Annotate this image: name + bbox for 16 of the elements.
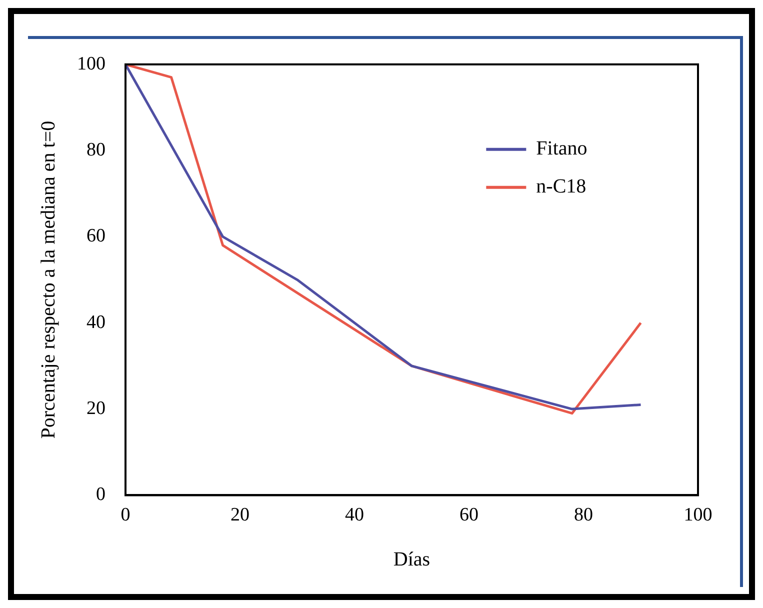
legend-label: Fitano <box>536 138 588 160</box>
y-tick-label: 0 <box>96 484 106 506</box>
x-axis-title: Días <box>393 548 430 570</box>
x-tick-label: 20 <box>230 504 250 526</box>
y-tick-label: 40 <box>86 312 106 333</box>
y-tick-label: 60 <box>86 226 106 247</box>
y-tick-label: 20 <box>86 398 106 420</box>
x-tick-label: 40 <box>345 504 364 526</box>
y-axis-title: Porcentaje respecto a la mediana en t=0 <box>37 120 60 439</box>
x-tick-label: 100 <box>684 504 712 526</box>
y-tick-label: 100 <box>77 53 106 74</box>
x-tick-label: 0 <box>120 504 130 526</box>
x-tick-label: 80 <box>574 504 593 526</box>
y-tick-label: 80 <box>86 140 106 161</box>
legend-label: n-C18 <box>536 176 586 198</box>
x-tick-label: 60 <box>460 504 478 526</box>
